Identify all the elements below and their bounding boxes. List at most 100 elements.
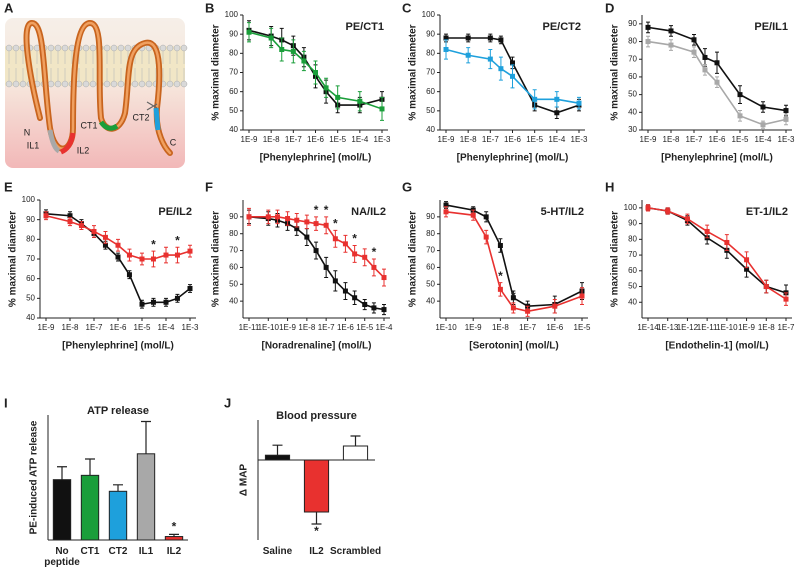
- x-tick-label: 1E-8: [263, 135, 280, 144]
- lipid-head: [166, 44, 174, 52]
- lipid-head: [103, 80, 111, 88]
- y-tick-label: 80: [628, 234, 637, 243]
- data-point: [285, 216, 291, 222]
- lipid-head: [173, 80, 181, 88]
- x-tick-label: 1E-11: [239, 323, 260, 332]
- x-tick-label: 1E-9: [438, 135, 455, 144]
- y-tick-label: 100: [225, 10, 239, 19]
- y-tick-label: 50: [628, 90, 637, 99]
- data-point: [470, 212, 476, 218]
- lipid-head: [117, 80, 125, 88]
- error-bar: [141, 420, 151, 454]
- data-point: [371, 305, 377, 311]
- x-tick-label: 1E-10: [435, 323, 457, 332]
- data-point: [323, 85, 329, 91]
- data-point: [381, 307, 387, 313]
- y-tick-label: 50: [229, 106, 238, 115]
- x-tick-label: 1E-4: [351, 135, 368, 144]
- data-point: [714, 60, 720, 66]
- il1-segment: [47, 129, 61, 154]
- error-bar: [85, 458, 95, 476]
- data-point: [246, 214, 252, 220]
- lipid-head: [110, 80, 118, 88]
- y-tick-label: 50: [426, 106, 435, 115]
- significance-mark: *: [498, 269, 503, 283]
- x-tick-label: 1E-9: [279, 323, 296, 332]
- x-tick-label: 1E-7: [519, 323, 536, 332]
- category-label: IL1: [138, 546, 154, 557]
- panel-letter: G: [402, 179, 412, 194]
- x-tick-label: 1E-11: [697, 323, 718, 332]
- x-tick-label: 1E-6: [709, 135, 726, 144]
- y-tick-label: 50: [26, 293, 35, 302]
- data-point: [737, 92, 743, 98]
- data-point: [443, 47, 449, 52]
- data-point: [532, 96, 538, 102]
- data-point: [487, 35, 493, 41]
- y-tick-label: 70: [628, 54, 637, 63]
- lipid-head: [166, 80, 174, 88]
- significance-mark: *: [314, 203, 319, 217]
- data-point: [554, 110, 560, 116]
- data-point: [362, 302, 368, 308]
- series-line: [248, 31, 383, 110]
- error-bar: [350, 435, 361, 446]
- y-tick-label: 40: [229, 125, 238, 134]
- data-point: [497, 243, 503, 249]
- x-tick-label: 1E-7: [285, 135, 302, 144]
- significance-mark: *: [333, 217, 338, 231]
- chart-title: 5-HT/IL2: [541, 206, 584, 218]
- lipid-head: [5, 44, 13, 52]
- data-point: [78, 223, 84, 229]
- data-point: [313, 248, 319, 254]
- lipid-head: [82, 80, 90, 88]
- lipid-head: [61, 80, 69, 88]
- x-axis-label: [Phenylephrine] (mol/L): [62, 341, 174, 352]
- data-point: [497, 286, 503, 292]
- diagram-label: IL2: [77, 145, 90, 155]
- data-point: [760, 122, 766, 128]
- data-point: [665, 208, 671, 214]
- data-point: [150, 299, 156, 305]
- x-tick-label: 1E-3: [778, 135, 795, 144]
- data-point: [43, 213, 49, 219]
- x-tick-label: 1E-5: [329, 135, 346, 144]
- x-tick-label: 1E-7: [86, 323, 103, 332]
- ct2-segment: [153, 107, 161, 131]
- bar: [108, 490, 128, 541]
- significance-mark: *: [511, 289, 516, 303]
- data-point: [332, 236, 338, 242]
- x-tick-label: 1E-6: [337, 323, 354, 332]
- data-point: [304, 234, 310, 240]
- data-point: [714, 79, 720, 85]
- data-point: [67, 213, 73, 219]
- series-line: [647, 26, 787, 112]
- data-point: [783, 296, 789, 302]
- x-tick-label: 1E-4: [755, 135, 772, 144]
- lipid-head: [103, 44, 111, 52]
- panel-letter: H: [605, 179, 614, 194]
- y-tick-label: 60: [426, 263, 435, 272]
- lipid-head: [117, 44, 125, 52]
- x-tick-label: 1E-3: [374, 135, 391, 144]
- data-point: [174, 295, 180, 301]
- x-tick-label: 1E-3: [182, 323, 199, 332]
- data-point: [443, 209, 449, 215]
- x-tick-label: 1E-8: [492, 323, 509, 332]
- data-point: [443, 35, 449, 41]
- x-tick-label: 1E-8: [663, 135, 680, 144]
- x-tick-label: 1E-7: [482, 135, 499, 144]
- data-point: [465, 35, 471, 41]
- error-bar: [57, 466, 67, 480]
- y-tick-label: 80: [229, 48, 238, 57]
- panel-letter: F: [205, 179, 213, 194]
- y-tick-label: 40: [26, 313, 35, 322]
- data-point: [304, 219, 310, 225]
- data-point: [763, 284, 769, 290]
- y-tick-label: 80: [426, 229, 435, 238]
- x-tick-label: 1E-7: [778, 323, 795, 332]
- data-point: [668, 42, 674, 48]
- category-label: IL2: [166, 546, 182, 557]
- x-tick-label: 1E-4: [548, 135, 565, 144]
